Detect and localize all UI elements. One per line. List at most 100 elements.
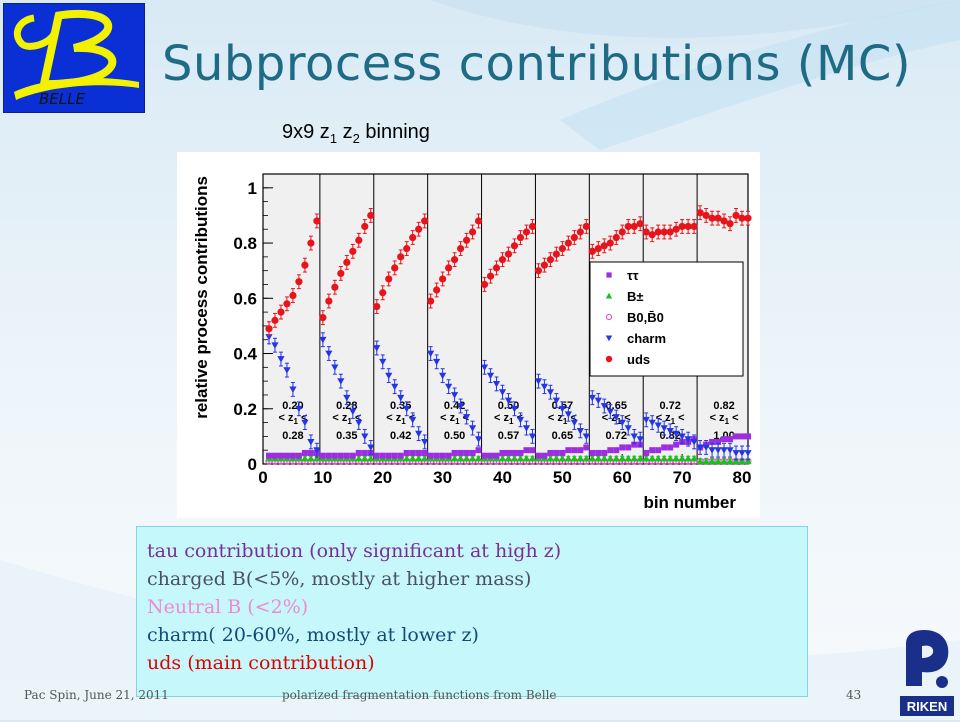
data-point	[546, 389, 555, 396]
data-point	[595, 449, 602, 456]
data-point	[744, 457, 752, 465]
data-point	[588, 247, 596, 255]
page-number: 43	[846, 688, 862, 702]
data-point	[397, 253, 405, 261]
riken-logo-graphic: RIKEN	[900, 630, 954, 716]
data-point	[714, 457, 722, 465]
y-tick-label: 0	[248, 455, 257, 474]
data-point	[535, 452, 542, 459]
data-point	[673, 441, 680, 448]
legend-label: B0,B̄0	[627, 310, 664, 325]
data-point	[403, 449, 410, 456]
y-tick-label: 1	[248, 179, 257, 198]
data-point	[486, 372, 495, 380]
data-point	[409, 449, 416, 456]
y-axis-label: relative process contributions	[192, 176, 211, 419]
data-point	[583, 444, 590, 451]
data-point	[516, 454, 525, 462]
zbin-hi-label: 0.35	[336, 430, 357, 442]
data-point	[605, 335, 613, 342]
data-point	[732, 450, 740, 457]
data-point	[558, 405, 566, 413]
data-point	[558, 244, 566, 253]
data-point	[570, 454, 578, 462]
data-point	[337, 378, 345, 385]
zbin-range-sub: 1	[455, 417, 460, 426]
data-point	[277, 308, 285, 316]
data-point	[510, 454, 519, 462]
data-point	[709, 438, 716, 445]
binning-label-mid: z	[337, 121, 353, 143]
data-point	[727, 436, 734, 443]
data-point	[605, 313, 613, 321]
note-tau: tau contribution (only significant at hi…	[147, 540, 562, 562]
belle-logo: BELLE	[3, 3, 145, 113]
data-point	[522, 454, 531, 462]
data-point	[451, 449, 458, 456]
data-point	[660, 228, 668, 236]
data-point	[457, 449, 464, 456]
data-point	[540, 383, 549, 391]
data-point	[576, 427, 584, 435]
data-point	[534, 378, 543, 385]
data-point	[373, 345, 381, 352]
data-point	[648, 419, 656, 427]
data-point	[684, 454, 692, 462]
x-tick-label: 0	[258, 468, 267, 487]
data-point	[510, 405, 519, 413]
data-point	[349, 247, 357, 255]
x-tick-label: 10	[313, 468, 332, 487]
data-point	[696, 209, 704, 217]
zbin-range-label: < z1 <	[278, 412, 307, 426]
data-point	[744, 450, 752, 457]
zbin-lo-label: 0.72	[659, 400, 680, 412]
zbin-range-sub: 1	[671, 417, 676, 426]
data-point	[589, 449, 596, 456]
data-point	[504, 250, 513, 258]
data-point	[570, 419, 578, 427]
data-point	[343, 394, 351, 402]
zbin-range-label: < z1 <	[710, 412, 739, 426]
data-point	[391, 452, 398, 459]
data-point	[439, 275, 447, 283]
data-point	[672, 454, 680, 462]
data-point	[522, 228, 531, 236]
data-point	[661, 444, 668, 451]
data-point	[445, 383, 453, 391]
zbin-range-lt: <	[567, 412, 576, 424]
data-point	[451, 454, 459, 462]
data-point	[349, 452, 356, 459]
data-point	[636, 220, 644, 228]
x-tick-label: 80	[733, 468, 752, 487]
data-point	[605, 292, 613, 299]
data-point	[666, 228, 674, 236]
data-point	[391, 264, 399, 272]
data-point	[541, 452, 548, 459]
data-point	[744, 214, 752, 222]
data-point	[361, 222, 369, 231]
data-point	[307, 439, 315, 446]
data-point	[559, 449, 566, 456]
data-point	[726, 457, 734, 465]
data-point	[295, 278, 303, 286]
data-point	[625, 444, 632, 451]
data-point	[367, 211, 375, 220]
data-point	[439, 452, 446, 459]
data-point	[594, 454, 602, 462]
data-point	[720, 447, 728, 454]
zbin-range-sub: 1	[725, 417, 730, 426]
data-point	[505, 449, 512, 456]
data-point	[577, 447, 584, 454]
data-point	[582, 222, 590, 231]
data-point	[708, 457, 716, 465]
data-point	[528, 454, 537, 462]
data-point	[678, 454, 686, 462]
data-point	[385, 452, 392, 459]
zbin-hi-label: 0.57	[498, 430, 519, 442]
data-point	[343, 452, 350, 459]
data-point	[600, 242, 608, 250]
data-point	[738, 457, 746, 465]
binning-label-sub2: 2	[352, 131, 360, 146]
zbin-hi-label: 0.28	[282, 430, 303, 442]
data-point	[517, 449, 524, 456]
